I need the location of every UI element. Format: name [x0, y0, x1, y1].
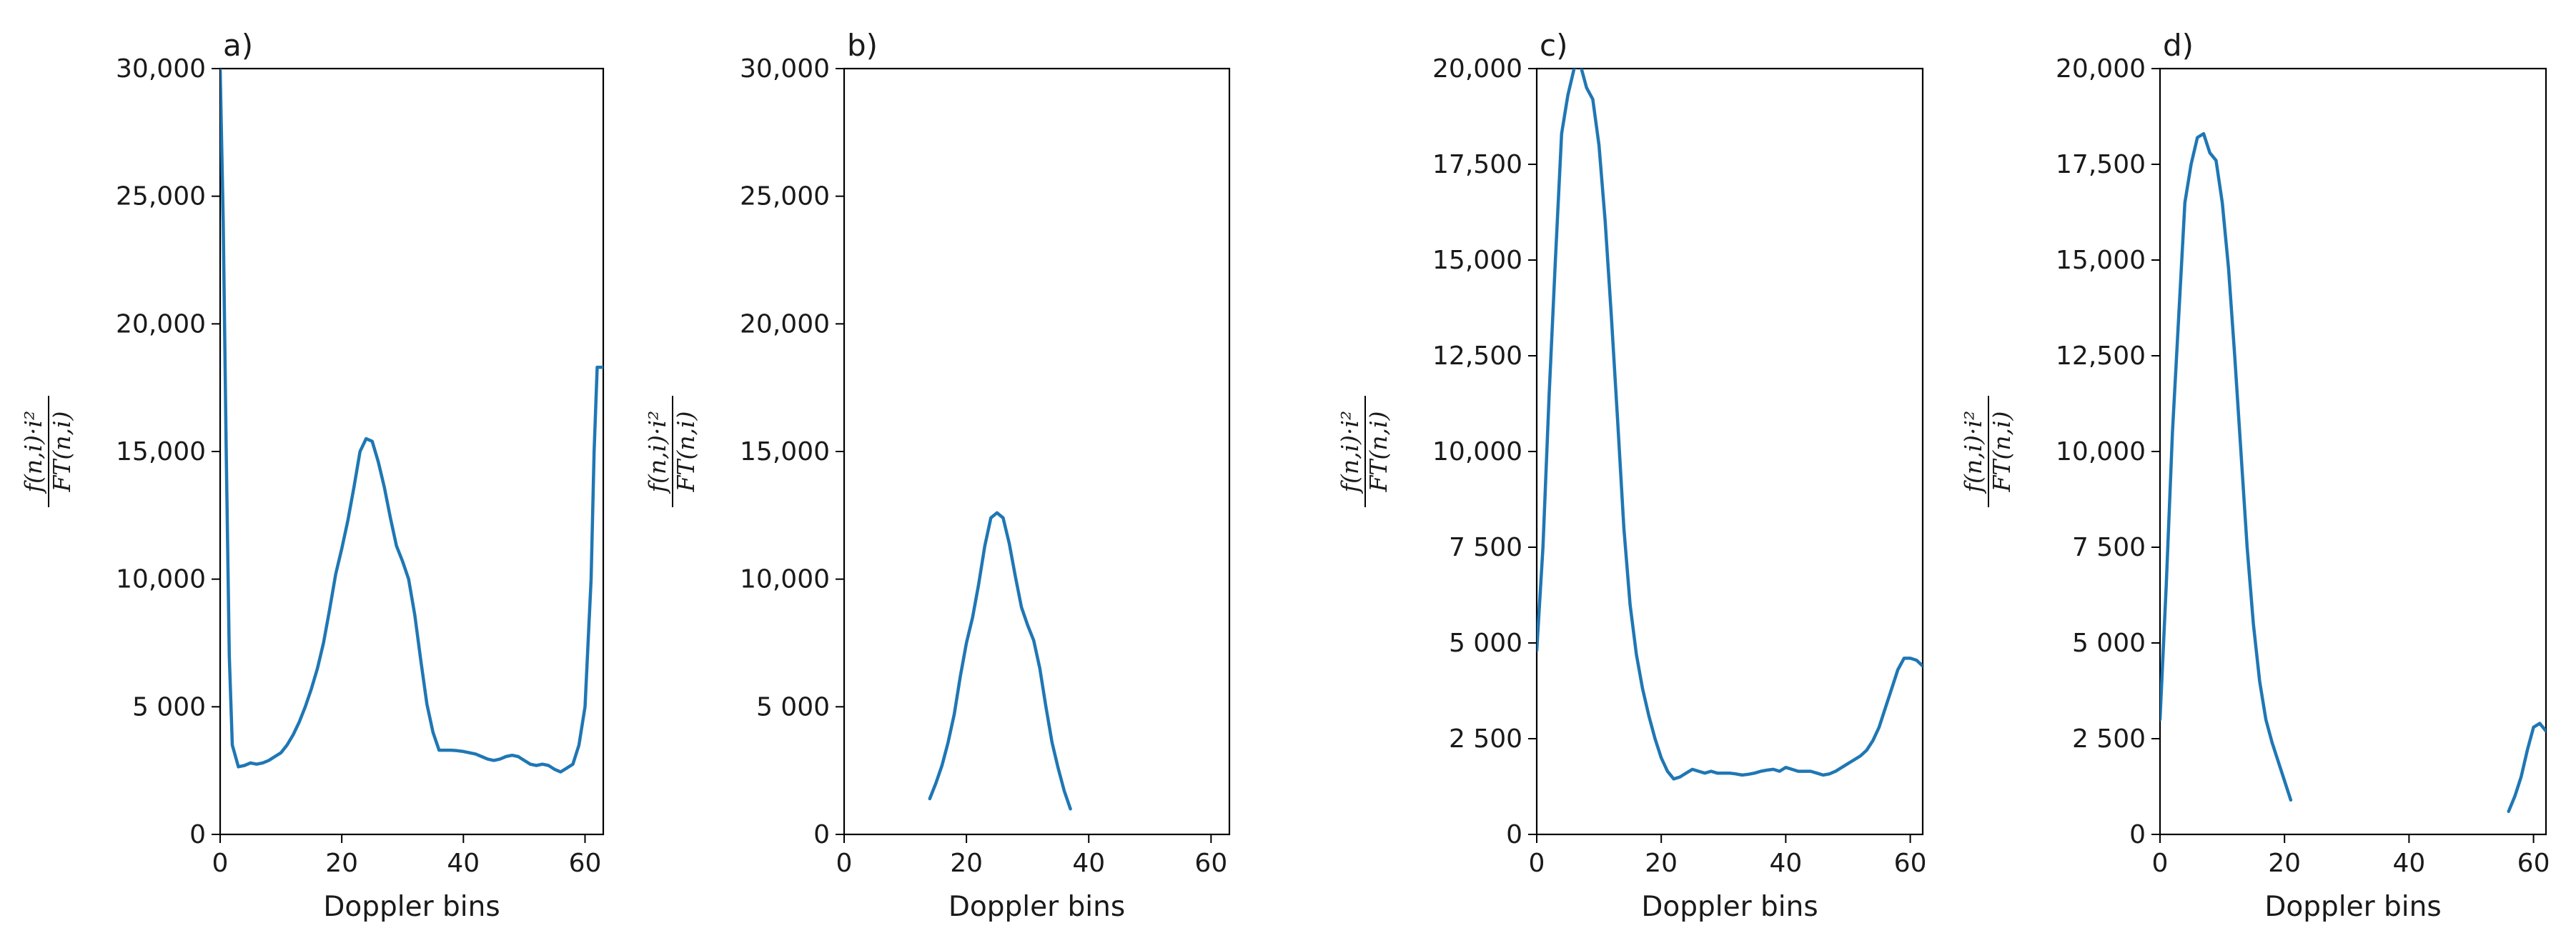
y-tick-label: 25,000 [116, 182, 206, 211]
y-tick-label: 20,000 [116, 309, 206, 339]
panel-label: d) [2163, 28, 2194, 63]
y-label-numerator: f(n,i)·i² [19, 411, 47, 495]
panel-c: 0 2 500 5 000 7 500 10,000 12,500 15,000 17,500… [1336, 28, 1926, 923]
y-tick-label: 12,500 [1432, 341, 1522, 371]
y-label-denominator: FT(n,i) [1988, 411, 2016, 493]
panel-label: a) [223, 28, 253, 63]
x-tick-label: 60 [569, 849, 602, 878]
y-axis-label: f(n,i)·i² FT(n,i) [19, 396, 76, 507]
panel-d: 0 2 500 5 000 7 500 10,000 12,500 15,000 17,500… [1959, 28, 2550, 923]
y-tick-label: 10,000 [740, 565, 830, 594]
x-tick-label: 60 [2517, 849, 2550, 878]
y-axis-label: f(n,i)·i² FT(n,i) [1336, 396, 1392, 507]
y-tick-label: 17,500 [2056, 150, 2146, 179]
y-tick-label: 20,000 [740, 309, 830, 339]
y-tick-label: 15,000 [740, 437, 830, 466]
x-tick-label: 0 [836, 849, 853, 878]
x-tick-label: 40 [1769, 849, 1802, 878]
y-tick-label: 5 000 [2072, 629, 2146, 658]
y-tick-label: 7 500 [1449, 533, 1522, 562]
y-tick-label: 10,000 [116, 565, 206, 594]
y-tick-label: 25,000 [740, 182, 830, 211]
x-tick-label: 20 [325, 849, 358, 878]
y-tick-label: 15,000 [2056, 246, 2146, 275]
y-label-numerator: f(n,i)·i² [1336, 411, 1364, 495]
x-tick-label: 20 [1645, 849, 1678, 878]
y-tick-label: 30,000 [116, 54, 206, 84]
plot-frame [843, 67, 1231, 836]
x-axis-label: Doppler bins [2264, 891, 2441, 923]
x-tick-label: 60 [1194, 849, 1227, 878]
x-tick-label: 40 [1072, 849, 1105, 878]
x-tick-label: 40 [2392, 849, 2425, 878]
y-tick-label: 10,000 [2056, 437, 2146, 466]
x-tick-label: 20 [2268, 849, 2301, 878]
y-tick-label: 2 500 [1449, 724, 1522, 754]
plot-frame [1535, 67, 1924, 836]
y-tick-label: 5 000 [1449, 629, 1522, 658]
y-label-denominator: FT(n,i) [48, 411, 76, 493]
y-label-denominator: FT(n,i) [672, 411, 700, 493]
y-tick-label: 20,000 [1432, 54, 1522, 84]
x-tick-label: 0 [1529, 849, 1545, 878]
plot-frame [219, 67, 605, 836]
x-axis-label: Doppler bins [1641, 891, 1818, 923]
panel-b: 0 5 000 10,000 15,000 20,000 25,000 30,000 0 20 4… [643, 28, 1231, 923]
y-tick-label: 12,500 [2056, 341, 2146, 371]
data-line [2507, 722, 2546, 814]
y-tick-label: 0 [2129, 820, 2146, 849]
panel-a: 0 5 000 10,000 15,000 20,000 25,000 30,000 0 20 4… [19, 28, 605, 923]
y-axis-label: f(n,i)·i² FT(n,i) [1959, 396, 2016, 507]
y-tick-label: 0 [1506, 820, 1522, 849]
x-tick-label: 0 [212, 849, 229, 878]
y-tick-label: 0 [189, 820, 206, 849]
x-axis-label: Doppler bins [323, 891, 500, 923]
x-axis-label: Doppler bins [948, 891, 1125, 923]
data-line [2160, 131, 2293, 802]
y-axis-label: f(n,i)·i² FT(n,i) [643, 396, 700, 507]
y-label-numerator: f(n,i)·i² [643, 411, 671, 495]
x-tick-label: 0 [2152, 849, 2169, 878]
data-line [1537, 69, 1923, 781]
y-tick-label: 2 500 [2072, 724, 2146, 754]
y-label-denominator: FT(n,i) [1364, 411, 1392, 493]
data-line [928, 511, 1072, 811]
y-tick-label: 20,000 [2056, 54, 2146, 84]
x-tick-label: 60 [1894, 849, 1927, 878]
y-tick-label: 0 [813, 820, 830, 849]
y-tick-label: 5 000 [756, 692, 830, 722]
x-tick-label: 20 [950, 849, 983, 878]
y-tick-label: 30,000 [740, 54, 830, 84]
panel-label: b) [847, 28, 878, 63]
y-tick-label: 17,500 [1432, 150, 1522, 179]
y-tick-label: 10,000 [1432, 437, 1522, 466]
y-tick-label: 15,000 [1432, 246, 1522, 275]
y-label-numerator: f(n,i)·i² [1959, 411, 1987, 495]
x-tick-label: 40 [447, 849, 480, 878]
y-tick-label: 7 500 [2072, 533, 2146, 562]
y-tick-label: 15,000 [116, 437, 206, 466]
panel-label: c) [1540, 28, 1567, 63]
y-tick-label: 5 000 [132, 692, 206, 722]
data-line [220, 69, 603, 774]
